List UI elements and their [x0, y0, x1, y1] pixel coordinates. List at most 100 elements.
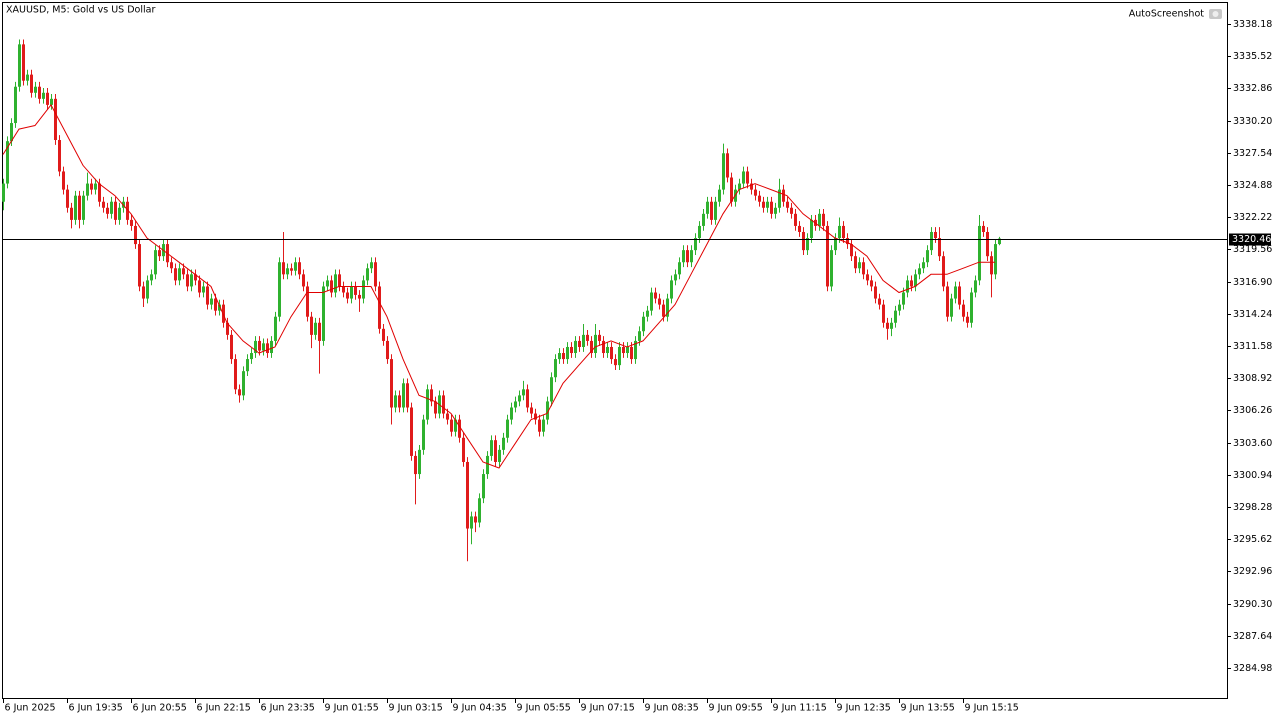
candle-body	[42, 92, 45, 99]
candle-body	[102, 201, 105, 208]
candle-body	[934, 231, 937, 239]
y-tick-label: 3314.24	[1233, 309, 1272, 320]
y-tick-label: 3322.22	[1233, 212, 1272, 223]
candle-body	[146, 280, 149, 299]
candle-body	[486, 455, 489, 475]
candle-body	[170, 262, 173, 269]
candle-body	[478, 498, 481, 523]
candle-body	[850, 244, 853, 257]
y-tick-label: 3290.30	[1233, 599, 1272, 610]
candle-body	[502, 437, 505, 450]
candle-body	[758, 195, 761, 202]
candle-body	[198, 280, 201, 293]
candle-body	[710, 201, 713, 220]
candle-body	[194, 274, 197, 281]
candle-body	[534, 413, 537, 420]
candle-body	[34, 86, 37, 93]
candle-body	[962, 304, 965, 317]
candle-body	[958, 286, 961, 305]
candle-body	[342, 286, 345, 293]
candle-body	[678, 262, 681, 275]
candle-body	[458, 419, 461, 438]
candle-body	[506, 419, 509, 438]
candle-body	[306, 286, 309, 317]
candle-body	[174, 268, 177, 281]
candle-body	[434, 401, 437, 414]
candle-body	[954, 286, 957, 299]
y-tick-label: 3327.54	[1233, 148, 1272, 159]
candle-body	[450, 419, 453, 432]
candle-body	[154, 250, 157, 275]
candle-body	[822, 213, 825, 226]
candle-body	[990, 256, 993, 275]
candle-body	[2, 183, 5, 202]
candle-body	[278, 262, 281, 317]
candle-body	[558, 353, 561, 360]
candle-body	[422, 419, 425, 450]
candle-body	[974, 280, 977, 293]
candle-body	[454, 419, 457, 432]
candle-body	[854, 256, 857, 269]
candle-body	[242, 371, 245, 396]
candle-body	[778, 189, 781, 208]
candle-body	[742, 171, 745, 184]
candle-body	[634, 340, 637, 360]
candle-body	[226, 322, 229, 335]
candle-body	[494, 440, 497, 462]
x-tick-label: 9 Jun 01:55	[325, 703, 379, 714]
candle-body	[690, 250, 693, 263]
candle-body	[858, 262, 861, 269]
y-tick-label: 3292.96	[1233, 566, 1272, 577]
candle-body	[870, 280, 873, 287]
candle-body	[786, 201, 789, 208]
candle-body	[118, 207, 121, 220]
candle-body	[738, 183, 741, 190]
candle-body	[714, 201, 717, 220]
candle-body	[26, 74, 29, 81]
y-tick-label: 3330.20	[1233, 116, 1272, 127]
candle-body	[474, 516, 477, 523]
last-price-box	[1229, 233, 1271, 246]
candle-body	[338, 274, 341, 287]
candle-body	[350, 286, 353, 299]
candle-body	[694, 238, 697, 251]
candle-body	[810, 219, 813, 239]
candle-body	[594, 334, 597, 354]
candle-body	[650, 292, 653, 311]
candle-body	[466, 461, 469, 529]
candle-body	[706, 201, 709, 214]
candle-body	[414, 455, 417, 475]
candle-body	[658, 298, 661, 305]
candle-body	[266, 343, 269, 354]
x-tick-label: 9 Jun 13:55	[901, 703, 955, 714]
candle-body	[302, 274, 305, 287]
candle-body	[890, 322, 893, 329]
candle-body	[826, 225, 829, 287]
candle-body	[986, 231, 989, 257]
candle-body	[646, 310, 649, 317]
candle-body	[402, 383, 405, 408]
candle-body	[442, 395, 445, 414]
candle-body	[802, 231, 805, 251]
candle-body	[482, 474, 485, 499]
candle-body	[254, 340, 257, 354]
x-tick-label: 9 Jun 08:35	[645, 703, 699, 714]
candle-body	[774, 207, 777, 214]
candle-body	[182, 268, 185, 275]
candle-body	[238, 389, 241, 396]
y-tick-label: 3311.58	[1233, 341, 1272, 352]
candle-body	[58, 139, 61, 172]
candle-body	[546, 401, 549, 420]
candle-body	[746, 171, 749, 184]
x-tick-label: 9 Jun 07:15	[581, 703, 635, 714]
candle-body	[70, 207, 73, 220]
candle-body	[14, 86, 17, 124]
candle-body	[982, 225, 985, 232]
y-tick-label: 3338.18	[1233, 19, 1272, 30]
y-tick-label: 3308.92	[1233, 373, 1272, 384]
y-tick-label: 3324.88	[1233, 180, 1272, 191]
candle-body	[134, 225, 137, 245]
candle-body	[294, 262, 297, 271]
candle-body	[554, 359, 557, 378]
